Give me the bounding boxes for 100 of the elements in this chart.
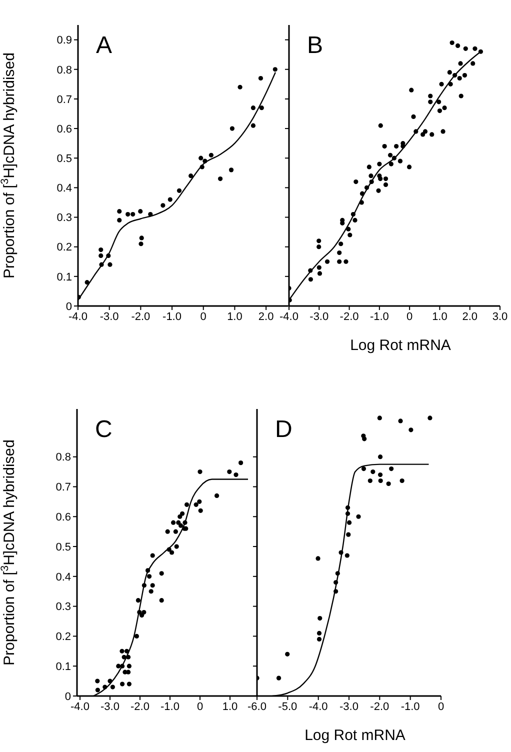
point [150,583,155,588]
point [159,598,164,603]
point [84,280,90,285]
x-tick-label: -1.0 [370,310,389,323]
y-tick-label: 0.6 [56,512,71,524]
point [214,493,220,498]
x-tick-label: -2.0 [131,310,150,323]
x-tick-label: 2.0 [462,310,478,323]
point [142,583,146,588]
point [194,502,198,507]
y-tick-label: 0.8 [56,452,71,464]
x-tick-label: 0 [438,700,444,713]
y-tick-label: 0.4 [56,182,72,195]
point [98,253,104,258]
point [126,654,131,660]
y-tick-label: 0.5 [56,153,72,166]
point [362,436,367,442]
point [99,262,104,267]
y-tick-label: 0 [66,300,72,313]
x-tick-label: -5.0 [278,700,298,713]
point [347,520,352,525]
point [110,684,115,690]
point [202,158,208,164]
x-tick-label: 0 [200,310,206,323]
x-tick-label: -1.0 [400,700,420,713]
point [198,156,204,160]
x-tick-label: -4.0 [70,700,90,713]
point [146,568,150,573]
point [124,648,130,654]
x-tick-label: 1.0 [222,700,238,713]
point [198,508,203,513]
point [126,670,131,674]
y-tick-label: 0.2 [56,242,72,254]
point [142,610,146,615]
point [218,176,223,182]
point [130,212,136,217]
point [389,466,394,472]
point [102,684,108,690]
point [208,152,214,158]
point [346,532,351,537]
point [136,598,140,603]
x-tick-label: -2.0 [340,310,359,323]
point [108,262,112,267]
x-tick-label: -2.0 [130,700,150,713]
point [368,478,372,484]
point [126,212,130,217]
chart-title: C [95,416,112,443]
point [227,469,232,474]
point [200,164,204,170]
point [174,544,179,549]
y-tick-label: 0.3 [56,601,71,614]
point [182,520,188,525]
point [137,610,142,615]
x-tick-label: 0 [406,310,413,323]
point [150,553,155,558]
point [316,630,322,636]
point [139,236,144,240]
point [95,678,100,684]
point [378,454,383,460]
y-tick-label: 0.5 [56,541,71,554]
point [345,505,350,510]
point [120,648,124,654]
point [166,547,172,552]
x-tick-label: -1.0 [162,310,182,323]
point [117,209,122,214]
point [377,416,382,420]
point [168,197,172,202]
x-tick-label: -2.0 [370,700,390,713]
point [334,589,338,594]
point [335,571,340,576]
point [238,84,242,90]
point [285,652,290,656]
point [197,499,202,504]
x-tick-label: -3.0 [100,700,120,713]
x-tick-label: -3.0 [340,700,358,713]
point [117,218,122,223]
y-tick-label: 0.7 [56,94,72,106]
point [238,460,244,466]
y-tick-label: 0.2 [56,631,71,644]
point [122,654,126,660]
point [138,209,143,214]
y-tick-label: 0.7 [56,482,71,494]
point [108,678,112,684]
point [116,664,121,668]
point [170,550,174,555]
point [259,106,264,110]
point [316,636,322,642]
point [318,616,322,621]
point [140,612,144,618]
point [148,589,154,594]
point [361,466,366,472]
chart-title: D [275,416,292,443]
point [276,676,282,680]
y-tick-label: 0.9 [56,34,72,47]
x-axis-title: Log Rot mRNA [350,337,451,354]
point [428,416,432,420]
point [178,523,184,528]
point [356,514,361,519]
point [250,106,256,110]
point [316,556,320,561]
